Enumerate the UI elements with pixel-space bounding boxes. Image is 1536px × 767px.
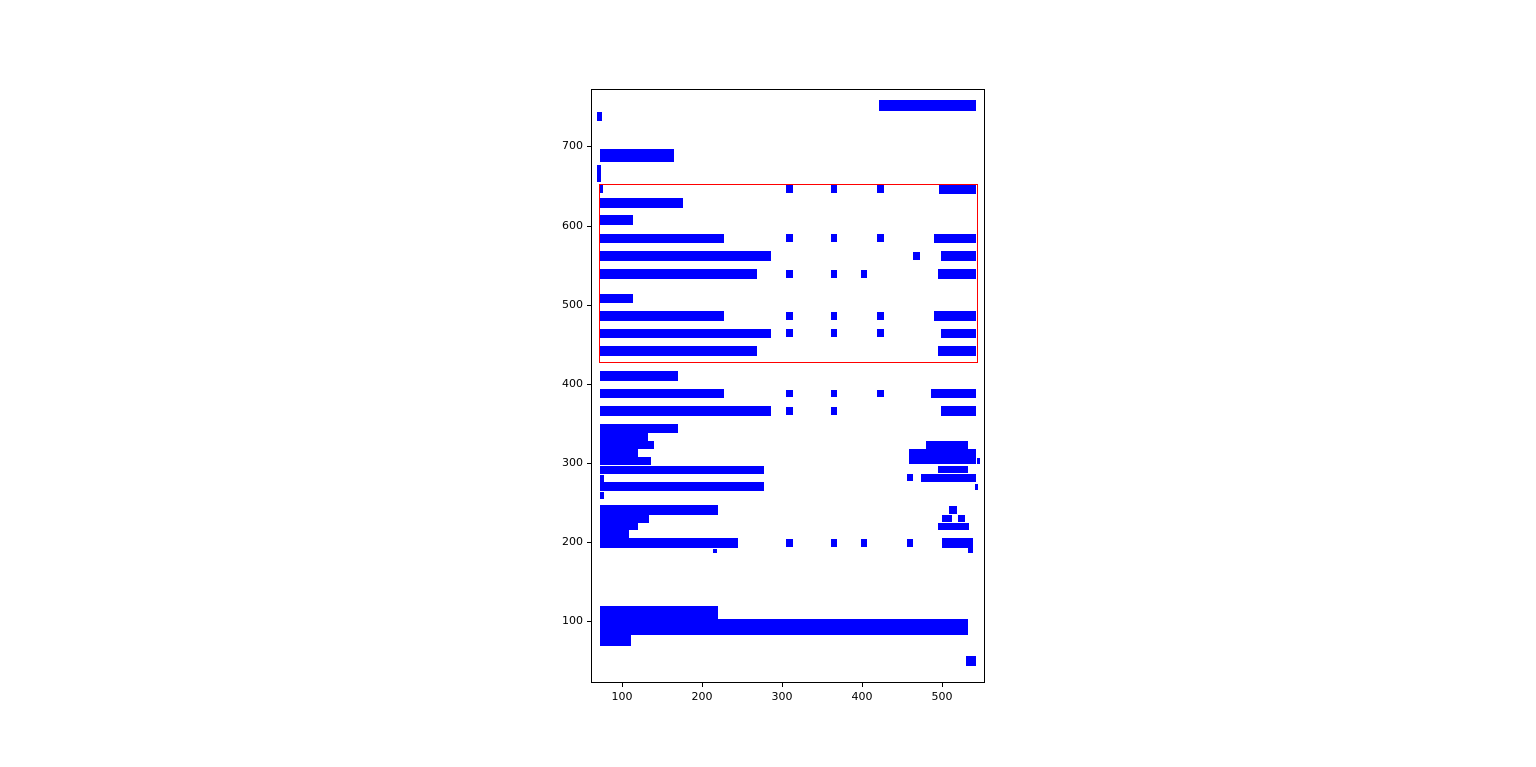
y-tick-label: 600 [562,218,583,232]
y-tick-mark [587,462,591,464]
data-bar [942,514,952,522]
x-tick-mark [782,683,783,687]
data-bar [599,530,629,539]
data-bar [938,465,968,474]
x-tick-label: 500 [931,690,953,703]
highlight-rect [599,183,979,364]
data-bar [949,505,958,514]
data-bar [712,548,717,553]
x-tick-mark [942,683,943,687]
data-bar [958,514,966,522]
x-tick-mark [862,683,863,687]
data-bar [599,619,968,635]
y-tick-mark [587,304,591,306]
data-bar [940,406,976,416]
data-bar [599,491,604,499]
y-tick-label: 300 [562,455,583,469]
y-tick-label: 500 [562,297,583,311]
y-tick-label: 100 [562,614,583,628]
y-tick-label: 400 [562,376,583,390]
y-tick-label: 700 [562,139,583,153]
data-bar [599,605,719,622]
data-bar [599,514,649,523]
data-bar [599,634,631,646]
figure-canvas: 100 200 300 400 500 100 200 300 400 500 600 700 [562,89,985,703]
data-bar [599,406,771,416]
data-bar [907,539,914,548]
x-tick-mark [702,683,703,687]
data-bar [599,475,604,483]
data-bar [597,164,602,183]
data-bar [831,539,838,548]
data-bar [966,655,976,666]
data-bar [786,406,793,415]
data-bar [599,148,675,163]
data-bar [786,389,793,398]
data-bar [599,482,764,491]
data-bar [831,406,838,415]
data-bar [599,522,639,531]
x-tick-label: 300 [771,690,793,703]
data-bar [976,457,980,464]
data-bar [599,448,639,457]
data-bar [599,371,679,381]
data-bar [879,99,976,111]
data-bar [599,465,764,475]
x-tick-label: 200 [691,690,713,703]
data-bar [926,441,968,449]
x-tick-mark [622,683,623,687]
data-bar [931,388,976,399]
y-tick-label: 200 [562,535,583,549]
y-tick-mark [587,225,591,227]
data-bar [599,441,655,449]
data-bar [786,539,793,548]
data-bar [599,424,679,434]
data-bar [967,547,973,553]
data-bar [861,539,867,548]
x-tick-label: 100 [611,690,633,703]
y-tick-mark [587,383,591,385]
data-bar [938,522,969,531]
data-bar [907,474,914,482]
data-bar [942,538,973,548]
data-bar [599,388,724,399]
data-bar [599,505,719,515]
data-bar [599,433,648,441]
data-bar [596,111,603,122]
y-tick-mark [587,542,591,544]
data-bar [599,456,651,465]
data-bar [921,474,976,483]
data-bar [877,389,884,398]
data-bar [831,389,838,398]
y-tick-mark [587,621,591,623]
plot-area [591,89,985,683]
y-tick-mark [587,146,591,148]
data-bar [975,483,979,491]
data-bar [599,538,739,548]
x-tick-label: 400 [851,690,873,703]
data-bar [909,448,976,464]
